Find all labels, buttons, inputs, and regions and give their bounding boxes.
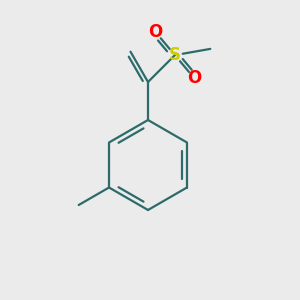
Text: O: O (187, 69, 201, 87)
Text: S: S (169, 46, 181, 64)
Text: O: O (148, 23, 163, 41)
